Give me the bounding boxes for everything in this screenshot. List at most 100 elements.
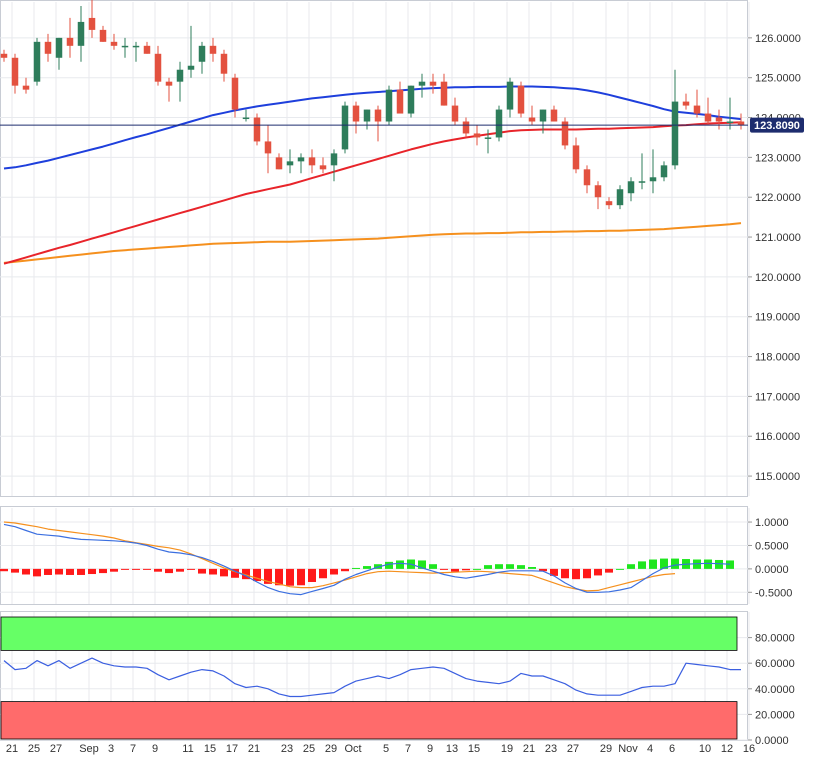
- price-axis-tick-label: 126.0000: [755, 33, 801, 45]
- candle-body: [605, 201, 613, 206]
- macd-histogram-bar: [110, 568, 118, 572]
- macd-histogram-bar: [385, 561, 393, 569]
- current-price-box: [750, 117, 804, 133]
- macd-histogram-bar: [176, 568, 184, 572]
- price-axis-tick-label: 115.0000: [755, 471, 800, 483]
- candle-body: [495, 109, 503, 138]
- macd-histogram-bar: [242, 568, 250, 580]
- candle-body: [242, 117, 250, 120]
- candle-body: [506, 81, 514, 110]
- series: [0, 85, 742, 698]
- x-tick-label: 29: [325, 743, 337, 755]
- candle-body: [385, 89, 393, 122]
- candle-body: [616, 189, 624, 206]
- candle-body: [363, 109, 371, 122]
- macd-histogram-bar: [264, 568, 272, 584]
- rsi-axis-tick-label: 0.0000: [755, 735, 789, 747]
- macd-histogram-bar: [121, 568, 129, 570]
- macd-histogram-bar: [363, 566, 371, 569]
- rsi-axis-tick-label: 40.0000: [755, 684, 795, 696]
- x-tick-label: 13: [446, 743, 458, 755]
- candle-body: [341, 105, 349, 150]
- candle-body: [517, 85, 525, 114]
- candle-body: [550, 109, 558, 122]
- macd-signal-line: [3, 521, 676, 592]
- macd-histogram-bar: [473, 568, 481, 570]
- macd-histogram-bar: [429, 564, 437, 569]
- x-tick-label: 3: [108, 743, 114, 755]
- x-tick-label: 29: [600, 743, 612, 755]
- price-axis-tick-label: 118.0000: [755, 352, 800, 364]
- candle-body: [594, 185, 602, 198]
- macd-histogram-bar: [418, 560, 426, 569]
- macd-histogram-bar: [704, 559, 712, 569]
- x-tick-label: 9: [152, 743, 158, 755]
- candle-body: [660, 165, 668, 178]
- candle-body: [396, 89, 404, 114]
- x-tick-label: 17: [226, 743, 238, 755]
- candle-body: [165, 81, 173, 86]
- price-axis-tick-label: 121.0000: [755, 232, 801, 244]
- rsi-oversold-zone: [0, 701, 738, 740]
- x-tick-label: 10: [699, 743, 711, 755]
- macd-histogram-bar: [715, 559, 723, 569]
- rsi-line: [3, 657, 741, 698]
- macd-histogram-bar: [517, 565, 525, 569]
- candle-body: [275, 157, 283, 170]
- macd-histogram-bar: [209, 568, 217, 575]
- rsi-axis-tick-label: 60.0000: [755, 658, 795, 670]
- candle-body: [671, 101, 679, 166]
- candle-body: [253, 117, 261, 142]
- candle-body: [220, 53, 228, 74]
- candle-body: [374, 109, 382, 122]
- candle-body: [143, 45, 151, 54]
- macd-histogram-bar: [22, 568, 30, 575]
- candle-body: [737, 121, 745, 126]
- macd-histogram-bar: [297, 568, 305, 586]
- candle-body: [429, 81, 437, 86]
- candle-body: [286, 161, 294, 166]
- macd-axis-tick-label: 0.5000: [755, 540, 789, 552]
- macd-histogram-bar: [451, 568, 459, 572]
- macd-histogram-bar: [484, 565, 492, 569]
- macd-histogram-bar: [132, 568, 140, 570]
- macd-histogram-bar: [66, 568, 74, 575]
- macd-histogram-bar: [198, 568, 206, 574]
- candle-body: [539, 109, 547, 122]
- x-tick-label: Sep: [79, 743, 99, 755]
- rsi-zones: [0, 616, 738, 740]
- x-tick-label: 11: [182, 743, 193, 755]
- macd-histogram-bar: [286, 568, 294, 586]
- candle-body: [572, 145, 580, 170]
- price-axis-tick-label: 119.0000: [755, 312, 800, 324]
- candle-body: [308, 157, 316, 166]
- candle-body: [132, 45, 140, 48]
- sma-blue-line: [3, 85, 742, 170]
- macd-histogram-bar: [88, 568, 96, 575]
- macd-histogram-bar: [143, 568, 151, 570]
- candle-body: [44, 41, 52, 54]
- macd-histogram-bar: [671, 558, 679, 569]
- macd-histogram-bar: [154, 568, 162, 572]
- macd-histogram-bar: [220, 568, 228, 577]
- candle-body: [231, 77, 239, 110]
- macd-histogram-bar: [319, 568, 327, 579]
- macd-axis-tick-label: 1.0000: [755, 517, 789, 529]
- macd-histogram-bar: [638, 561, 646, 569]
- candle-body: [198, 45, 206, 62]
- candle-body: [99, 29, 107, 42]
- candle-body: [418, 81, 426, 86]
- macd-histogram-bar: [594, 568, 602, 576]
- rsi-overbought-zone: [0, 616, 738, 651]
- candle-body: [462, 121, 470, 134]
- candle-body: [176, 69, 184, 82]
- x-tick-label: 21: [6, 743, 18, 755]
- price-axis-tick-label: 120.0000: [755, 272, 801, 284]
- candle-body: [187, 65, 195, 70]
- candle-body: [451, 105, 459, 122]
- axes: 21 25 27 Sep 3 7 9 11 15 17 21 23 25 29 Oct 5 7 9 13 15 19 21…: [6, 33, 801, 755]
- x-tick-label: 27: [50, 743, 62, 755]
- macd-histogram-bar: [11, 568, 19, 573]
- candle-body: [330, 153, 338, 166]
- macd-histogram-bar: [44, 568, 52, 575]
